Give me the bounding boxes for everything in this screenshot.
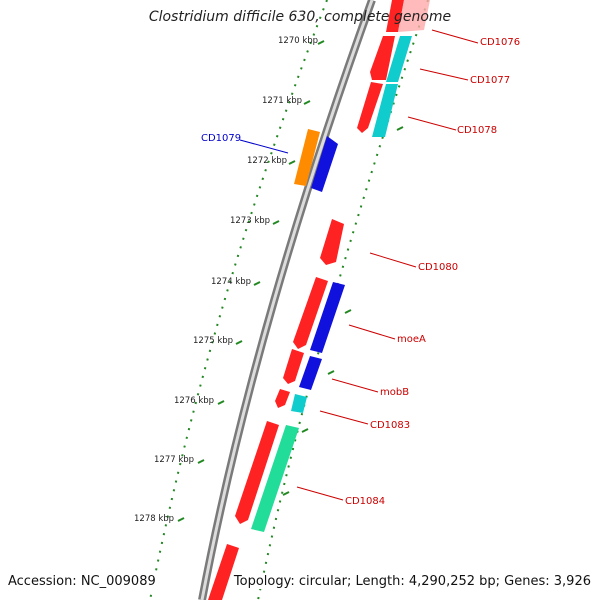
kbp-label: 1270 kbp xyxy=(278,36,318,46)
cds-other-track xyxy=(251,0,430,532)
callout-line xyxy=(239,139,289,154)
inner-tick xyxy=(396,126,404,131)
callout-line xyxy=(348,324,396,340)
gene-mobb[interactable] xyxy=(283,349,304,384)
gene-callouts xyxy=(239,29,479,501)
gene-label-cd1083[interactable]: CD1083 xyxy=(370,420,410,431)
callout-line xyxy=(296,486,344,501)
gene-cd1083-cyan[interactable] xyxy=(291,394,307,413)
gene-moea-blue[interactable] xyxy=(310,282,345,353)
kbp-tick xyxy=(177,517,185,522)
gene-cd1076-light[interactable] xyxy=(398,0,430,32)
kbp-tick xyxy=(253,281,261,286)
gene-label-mobb[interactable]: mobB xyxy=(380,387,409,398)
kbp-label: 1276 kbp xyxy=(174,396,214,406)
cds-forward-track xyxy=(208,0,404,600)
kbp-label: 1274 kbp xyxy=(211,277,251,287)
kbp-tick xyxy=(288,160,296,165)
kbp-label: 1275 kbp xyxy=(193,336,233,346)
gene-cd1084[interactable] xyxy=(235,421,279,524)
callout-line xyxy=(431,29,479,44)
kbp-tick xyxy=(303,100,311,105)
genome-summary-text: Topology: circular; Length: 4,290,252 bp… xyxy=(231,574,591,589)
callout-line xyxy=(319,410,369,425)
accession-text: Accession: NC_009089 xyxy=(8,574,158,589)
kbp-label: 1272 kbp xyxy=(247,156,287,166)
kbp-ruler: 1270 kbp 1271 kbp 1272 kbp 1273 kbp 1274… xyxy=(134,36,325,524)
gene-label-cd1079[interactable]: CD1079 xyxy=(201,133,241,144)
gene-cd1079-blue[interactable] xyxy=(311,136,338,192)
kbp-tick xyxy=(197,459,205,464)
kbp-tick xyxy=(272,220,280,225)
gene-label-cd1077[interactable]: CD1077 xyxy=(470,75,510,86)
gene-cd1083[interactable] xyxy=(275,389,290,408)
map-title: Clostridium difficile 630, complete geno… xyxy=(148,9,452,25)
kbp-label: 1278 kbp xyxy=(134,514,174,524)
gene-labels: CD1076 CD1077 CD1078 CD1079 CD1080 moeA … xyxy=(201,37,520,507)
gene-cd1077[interactable] xyxy=(370,36,395,80)
inner-tick xyxy=(301,428,309,433)
callout-line xyxy=(331,378,379,393)
gene-cd1084-green[interactable] xyxy=(251,425,299,532)
kbp-label: 1271 kbp xyxy=(262,96,302,106)
backbone-arc-highlight xyxy=(200,0,374,600)
gene-label-cd1078[interactable]: CD1078 xyxy=(457,125,497,136)
gene-next[interactable] xyxy=(208,544,239,600)
gene-label-moea[interactable]: moeA xyxy=(397,334,426,345)
gene-label-cd1084[interactable]: CD1084 xyxy=(345,496,385,507)
callout-line xyxy=(369,252,417,268)
ruler-track-outer xyxy=(149,0,328,600)
gene-moea[interactable] xyxy=(293,277,328,349)
gene-cd1078-cyan[interactable] xyxy=(372,84,398,137)
callout-line xyxy=(407,116,457,131)
inner-tick xyxy=(344,309,352,314)
gene-cd1080[interactable] xyxy=(320,219,344,265)
inner-tick xyxy=(327,370,335,375)
gene-cd1078[interactable] xyxy=(357,82,383,133)
gene-mobb-blue[interactable] xyxy=(299,356,322,390)
gene-cd1079-orange[interactable] xyxy=(294,129,320,186)
kbp-tick xyxy=(235,340,243,345)
gene-cd1077-cyan[interactable] xyxy=(386,36,412,82)
inner-tick xyxy=(282,491,290,496)
gene-label-cd1080[interactable]: CD1080 xyxy=(418,262,458,273)
kbp-label: 1273 kbp xyxy=(230,216,270,226)
backbone-arc xyxy=(198,0,376,600)
kbp-label: 1277 kbp xyxy=(154,455,194,465)
inner-ticks xyxy=(282,126,404,496)
kbp-tick xyxy=(317,40,325,45)
callout-line xyxy=(419,68,469,81)
gene-label-cd1076[interactable]: CD1076 xyxy=(480,37,520,48)
kbp-tick xyxy=(217,400,225,405)
